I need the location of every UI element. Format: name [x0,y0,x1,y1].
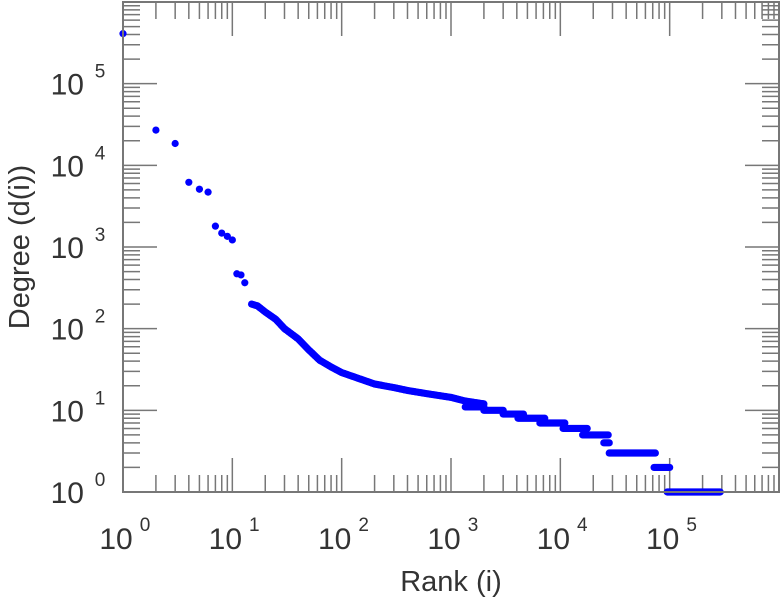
x-tick-label: 10 [427,523,460,556]
x-tick-label: 10 [99,523,132,556]
y-tick-exponent: 4 [95,143,106,164]
x-tick-label: 10 [209,523,242,556]
x-tick-exponent: 0 [140,515,151,536]
data-point [204,188,212,196]
y-tick-label: 10 [51,150,84,183]
data-point [237,271,245,279]
y-tick-exponent: 1 [95,388,106,409]
data-point [223,232,231,240]
tick-labels: 10 0 10 1 10 2 10 3 10 4 10 5 10 0 10 1 10 2 10 3 10 4 10 5 [51,62,697,556]
data-point [171,139,179,148]
data-point [241,279,249,287]
x-tick-label: 10 [537,523,570,556]
data-point [152,126,160,134]
x-tick-exponent: 3 [468,515,479,536]
data-point [211,222,219,230]
x-tick-exponent: 4 [577,515,588,536]
x-tick-label: 10 [646,523,679,556]
y-tick-label: 10 [51,477,84,510]
y-tick-exponent: 0 [95,470,106,491]
data-points [119,30,724,496]
data-point [195,185,204,193]
y-tick-label: 10 [51,314,84,347]
axis-ticks [123,2,779,492]
y-axis-title: Degree (d(i)) [4,165,36,329]
y-tick-exponent: 5 [95,62,106,83]
y-tick-label: 10 [51,69,84,102]
x-tick-label: 10 [318,523,351,556]
data-point [218,229,226,237]
x-tick-exponent: 5 [686,515,697,536]
y-tick-label: 10 [51,232,84,265]
x-tick-exponent: 1 [249,515,260,536]
y-tick-exponent: 3 [95,225,106,246]
x-axis-title: Rank (i) [400,566,502,598]
y-tick-exponent: 2 [95,307,106,328]
plot-frame [122,1,780,493]
data-point [185,178,193,186]
x-tick-exponent: 2 [358,515,369,536]
data-point [228,236,236,244]
y-tick-label: 10 [51,395,84,428]
